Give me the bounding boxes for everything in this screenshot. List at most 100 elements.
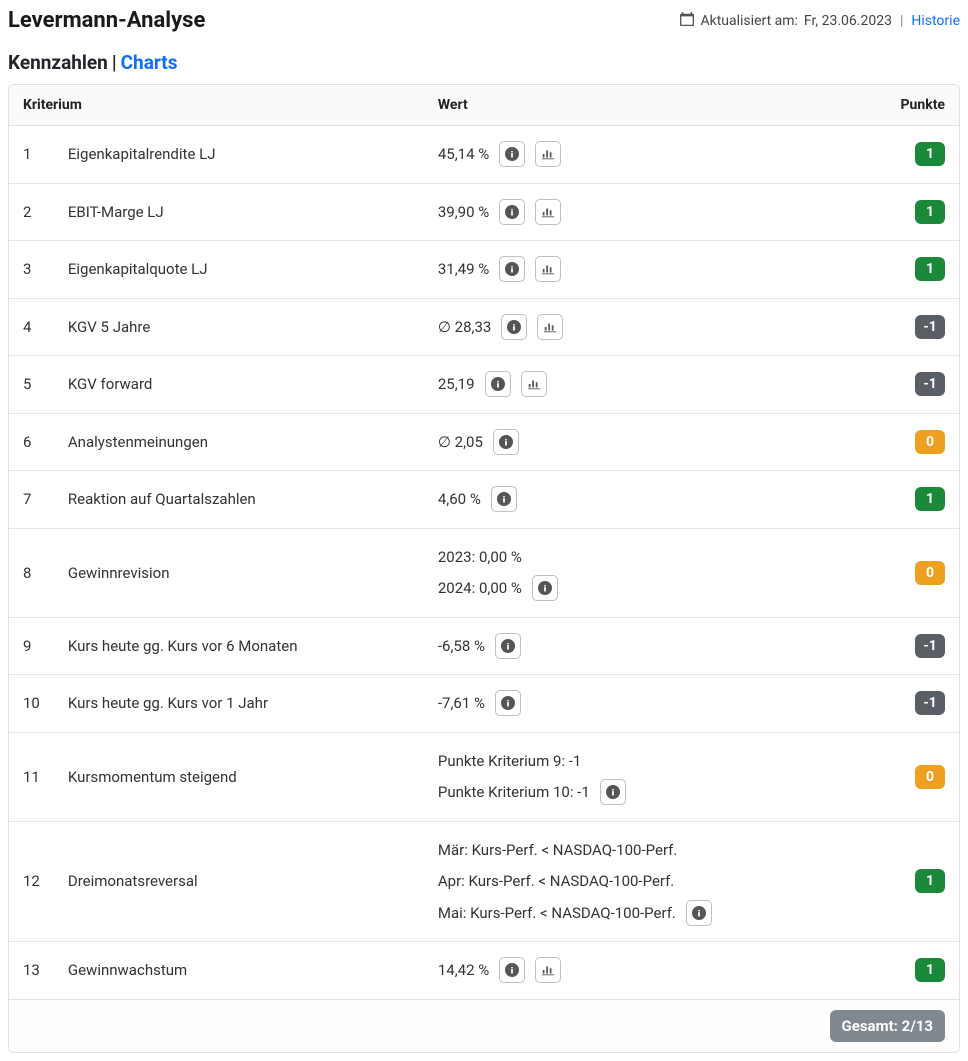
criterion-name: Kurs heute gg. Kurs vor 6 Monaten	[54, 617, 424, 675]
points-badge: -1	[915, 634, 945, 658]
table-row: 5KGV forward25,19-1	[9, 356, 959, 414]
points-badge: 0	[915, 561, 945, 585]
points-badge: 0	[915, 765, 945, 789]
info-icon[interactable]	[493, 429, 519, 455]
criterion-name: Dreimonatsreversal	[54, 821, 424, 942]
col-value: Wert	[424, 85, 869, 126]
value-text: 25,19	[438, 370, 475, 399]
value-text: -7,61 %	[438, 689, 485, 718]
points-cell: 1	[869, 942, 959, 1000]
points-badge: 1	[915, 869, 945, 893]
criterion-value: ∅ 2,05	[424, 413, 869, 471]
page-title: Levermann-Analyse	[8, 8, 205, 33]
criteria-panel: Kriterium Wert Punkte 1Eigenkapitalrendi…	[8, 84, 960, 1053]
criterion-name: Reaktion auf Quartalszahlen	[54, 471, 424, 529]
criterion-value: 4,60 %	[424, 471, 869, 529]
points-cell: 1	[869, 241, 959, 299]
table-row: 8Gewinnrevision2023: 0,00 %2024: 0,00 %0	[9, 528, 959, 617]
table-row: 6Analystenmeinungen ∅ 2,05 0	[9, 413, 959, 471]
table-row: 13Gewinnwachstum14,42 %1	[9, 942, 959, 1000]
table-row: 3Eigenkapitalquote LJ 31,49 % 1	[9, 241, 959, 299]
row-index: 9	[9, 617, 54, 675]
chart-icon[interactable]	[535, 199, 561, 225]
points-cell: 1	[869, 126, 959, 184]
row-index: 3	[9, 241, 54, 299]
value-text: 45,14 %	[438, 140, 489, 169]
criterion-name: Kurs heute gg. Kurs vor 1 Jahr	[54, 675, 424, 733]
points-badge: -1	[915, 691, 945, 715]
tab-kennzahlen[interactable]: Kennzahlen	[8, 51, 108, 74]
criterion-name: Analystenmeinungen	[54, 413, 424, 471]
row-index: 4	[9, 298, 54, 356]
criterion-name: Eigenkapitalrendite LJ	[54, 126, 424, 184]
chart-icon[interactable]	[535, 141, 561, 167]
criterion-name: Eigenkapitalquote LJ	[54, 241, 424, 299]
criterion-value: 2023: 0,00 %2024: 0,00 %	[424, 528, 869, 617]
row-index: 8	[9, 528, 54, 617]
points-cell: 0	[869, 528, 959, 617]
points-badge: 1	[915, 257, 945, 281]
points-cell: 1	[869, 821, 959, 942]
points-cell: -1	[869, 617, 959, 675]
value-text: 4,60 %	[438, 485, 481, 514]
value-text: -6,58 %	[438, 632, 485, 661]
criterion-value: 39,90 %	[424, 183, 869, 241]
row-index: 11	[9, 732, 54, 821]
criterion-value: -7,61 %	[424, 675, 869, 733]
criterion-value: 31,49 %	[424, 241, 869, 299]
info-icon[interactable]	[495, 633, 521, 659]
table-row: 2EBIT-Marge LJ39,90 %1	[9, 183, 959, 241]
updated-meta: Aktualisiert am: Fr, 23.06.2023 | Histor…	[680, 12, 960, 30]
points-badge: 1	[915, 487, 945, 511]
info-icon[interactable]	[495, 690, 521, 716]
info-icon[interactable]	[499, 141, 525, 167]
value-text: ∅ 2,05	[438, 428, 483, 457]
info-icon[interactable]	[491, 486, 517, 512]
info-icon[interactable]	[485, 371, 511, 397]
chart-icon[interactable]	[535, 256, 561, 282]
calendar-icon	[680, 12, 694, 30]
info-icon[interactable]	[501, 314, 527, 340]
table-row: 10Kurs heute gg. Kurs vor 1 Jahr-7,61 %-…	[9, 675, 959, 733]
criterion-value: 45,14 %	[424, 126, 869, 184]
points-cell: 0	[869, 413, 959, 471]
points-cell: -1	[869, 298, 959, 356]
value-text: 2023: 0,00 %	[438, 543, 522, 572]
tabs: Kennzahlen|Charts	[8, 51, 960, 74]
total-badge: Gesamt: 2/13	[830, 1010, 945, 1042]
row-index: 6	[9, 413, 54, 471]
updated-date: Fr, 23.06.2023	[804, 13, 892, 29]
points-badge: 0	[915, 430, 945, 454]
info-icon[interactable]	[499, 199, 525, 225]
points-cell: 1	[869, 183, 959, 241]
row-index: 5	[9, 356, 54, 414]
tab-charts[interactable]: Charts	[121, 51, 178, 74]
table-row: 11Kursmomentum steigend Punkte Kriterium …	[9, 732, 959, 821]
table-row: 1Eigenkapitalrendite LJ45,14 %1	[9, 126, 959, 184]
criterion-value: 25,19	[424, 356, 869, 414]
criterion-value: 14,42 %	[424, 942, 869, 1000]
info-icon[interactable]	[532, 575, 558, 601]
chart-icon[interactable]	[537, 314, 563, 340]
row-index: 7	[9, 471, 54, 529]
value-text: 2024: 0,00 %	[438, 574, 522, 603]
info-icon[interactable]	[686, 900, 712, 926]
value-text: 31,49 %	[438, 255, 489, 284]
history-link[interactable]: Historie	[911, 13, 960, 29]
info-icon[interactable]	[499, 957, 525, 983]
separator: |	[900, 13, 903, 29]
criterion-name: Kursmomentum steigend	[54, 732, 424, 821]
chart-icon[interactable]	[521, 371, 547, 397]
value-text: Punkte Kriterium 10: -1	[438, 778, 590, 807]
value-text: ∅ 28,33	[438, 313, 491, 342]
info-icon[interactable]	[499, 256, 525, 282]
criterion-name: KGV 5 Jahre	[54, 298, 424, 356]
value-text: Mai: Kurs-Perf. < NASDAQ-100-Perf.	[438, 899, 676, 928]
info-icon[interactable]	[600, 779, 626, 805]
criterion-name: Gewinnrevision	[54, 528, 424, 617]
chart-icon[interactable]	[535, 957, 561, 983]
points-cell: 0	[869, 732, 959, 821]
points-badge: 1	[915, 142, 945, 166]
criterion-name: EBIT-Marge LJ	[54, 183, 424, 241]
col-points: Punkte	[869, 85, 959, 126]
